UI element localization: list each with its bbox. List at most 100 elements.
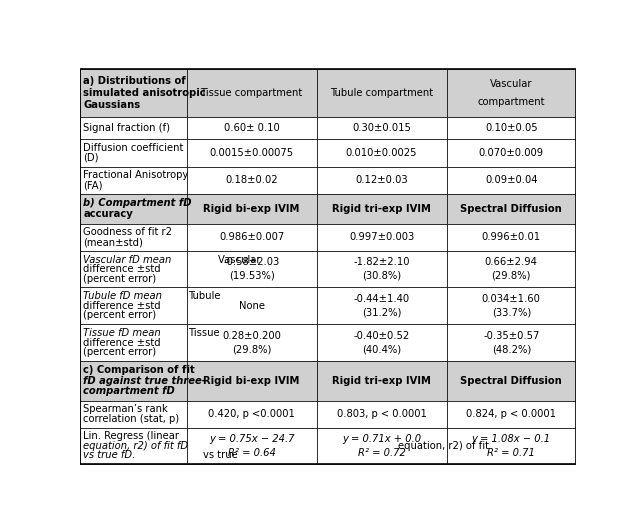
Text: -0.40±0.52: -0.40±0.52 (353, 331, 410, 341)
Text: 0.420, p <0.0001: 0.420, p <0.0001 (208, 409, 295, 419)
Text: (30.8%): (30.8%) (362, 271, 401, 281)
Text: Spearman’s rank: Spearman’s rank (83, 404, 168, 414)
Bar (187, 251, 317, 288)
Bar (187, 139, 317, 167)
Text: (FA): (FA) (83, 180, 103, 190)
Bar (317, 251, 447, 288)
Bar (80, 194, 187, 224)
Text: accuracy: accuracy (83, 209, 133, 219)
Text: 0.824, p < 0.0001: 0.824, p < 0.0001 (467, 409, 556, 419)
Bar (80, 224, 187, 251)
Text: Spectral Diffusion: Spectral Diffusion (460, 376, 562, 386)
Text: -0.35±0.57: -0.35±0.57 (483, 331, 540, 341)
Text: -0.44±1.40: -0.44±1.40 (353, 294, 410, 304)
Text: Rigid bi-exp IVIM: Rigid bi-exp IVIM (204, 204, 300, 214)
Bar (80, 361, 187, 400)
Text: Rigid tri-exp IVIM: Rigid tri-exp IVIM (332, 204, 431, 214)
Text: (40.4%): (40.4%) (362, 344, 401, 354)
Text: (29.8%): (29.8%) (232, 344, 271, 354)
Text: 0.18±0.02: 0.18±0.02 (225, 175, 278, 185)
Bar (317, 69, 447, 117)
Text: -1.82±2.10: -1.82±2.10 (353, 257, 410, 267)
Bar (447, 167, 576, 194)
Text: 0.0015±0.00075: 0.0015±0.00075 (209, 148, 294, 158)
Text: Vascular: Vascular (218, 255, 264, 265)
Bar (80, 288, 187, 324)
Text: difference ±std: difference ±std (83, 264, 161, 274)
Bar (447, 224, 576, 251)
Text: -0.58±2.03: -0.58±2.03 (223, 257, 280, 267)
Text: y = 1.08x − 0.1: y = 1.08x − 0.1 (472, 434, 551, 444)
Bar (317, 167, 447, 194)
Text: compartment fD: compartment fD (83, 386, 175, 396)
Text: 0.66±2.94: 0.66±2.94 (485, 257, 538, 267)
Text: compartment: compartment (477, 97, 545, 107)
Text: Gaussians: Gaussians (83, 100, 141, 111)
Text: R² = 0.71: R² = 0.71 (487, 447, 535, 458)
Bar (317, 324, 447, 361)
Bar (187, 400, 317, 428)
Bar (317, 361, 447, 400)
Bar (80, 324, 187, 361)
Text: (percent error): (percent error) (83, 347, 157, 357)
Text: vs true: vs true (204, 451, 241, 461)
Text: 0.09±0.04: 0.09±0.04 (485, 175, 538, 185)
Text: R² = 0.64: R² = 0.64 (228, 447, 276, 458)
Text: Vascular fD mean: Vascular fD mean (83, 255, 172, 265)
Bar (447, 428, 576, 464)
Bar (80, 428, 187, 464)
Text: Signal fraction (f): Signal fraction (f) (83, 123, 170, 133)
Text: Tissue compartment: Tissue compartment (200, 88, 303, 98)
Bar (447, 251, 576, 288)
Bar (447, 139, 576, 167)
Text: y = 0.75x − 24.7: y = 0.75x − 24.7 (209, 434, 294, 444)
Text: correlation (stat, p): correlation (stat, p) (83, 414, 180, 424)
Bar (447, 324, 576, 361)
Text: 0.070±0.009: 0.070±0.009 (479, 148, 544, 158)
Bar (317, 224, 447, 251)
Text: fD against true three-: fD against true three- (83, 376, 206, 386)
Text: (percent error): (percent error) (83, 310, 157, 320)
Text: (33.7%): (33.7%) (492, 308, 531, 318)
Bar (447, 69, 576, 117)
Text: y = 0.71x + 0.0: y = 0.71x + 0.0 (342, 434, 421, 444)
Text: Tissue: Tissue (188, 328, 223, 338)
Text: 0.30±0.015: 0.30±0.015 (352, 123, 411, 133)
Bar (187, 324, 317, 361)
Text: 0.010±0.0025: 0.010±0.0025 (346, 148, 417, 158)
Text: (D): (D) (83, 153, 99, 163)
Text: Tubule fD mean: Tubule fD mean (83, 291, 163, 301)
Bar (187, 69, 317, 117)
Text: Vascular: Vascular (490, 79, 532, 89)
Text: 0.986±0.007: 0.986±0.007 (219, 232, 284, 242)
Text: Fractional Anisotropy: Fractional Anisotropy (83, 170, 189, 180)
Text: 0.60± 0.10: 0.60± 0.10 (224, 123, 280, 133)
Bar (187, 117, 317, 139)
Text: Diffusion coefficient: Diffusion coefficient (83, 143, 184, 153)
Bar (317, 428, 447, 464)
Text: difference ±std: difference ±std (83, 301, 161, 311)
Bar (447, 117, 576, 139)
Text: equation, r2) of fit: equation, r2) of fit (399, 441, 493, 451)
Bar (80, 251, 187, 288)
Bar (317, 117, 447, 139)
Text: a) Distributions of: a) Distributions of (83, 75, 186, 85)
Text: equation, r2) of fit fD: equation, r2) of fit fD (83, 441, 189, 451)
Text: Lin. Regress (linear: Lin. Regress (linear (83, 431, 179, 442)
Bar (187, 194, 317, 224)
Text: (29.8%): (29.8%) (492, 271, 531, 281)
Text: 0.997±0.003: 0.997±0.003 (349, 232, 414, 242)
Bar (317, 400, 447, 428)
Bar (317, 194, 447, 224)
Bar (447, 400, 576, 428)
Text: Tubule: Tubule (188, 291, 224, 301)
Text: 0.28±0.200: 0.28±0.200 (222, 331, 281, 341)
Text: R² = 0.72: R² = 0.72 (358, 447, 406, 458)
Text: c) Comparison of fit: c) Comparison of fit (83, 365, 195, 376)
Bar (447, 288, 576, 324)
Text: 0.034±1.60: 0.034±1.60 (482, 294, 541, 304)
Bar (80, 400, 187, 428)
Text: 0.12±0.03: 0.12±0.03 (355, 175, 408, 185)
Text: Rigid tri-exp IVIM: Rigid tri-exp IVIM (332, 376, 431, 386)
Text: Goodness of fit r2: Goodness of fit r2 (83, 227, 172, 237)
